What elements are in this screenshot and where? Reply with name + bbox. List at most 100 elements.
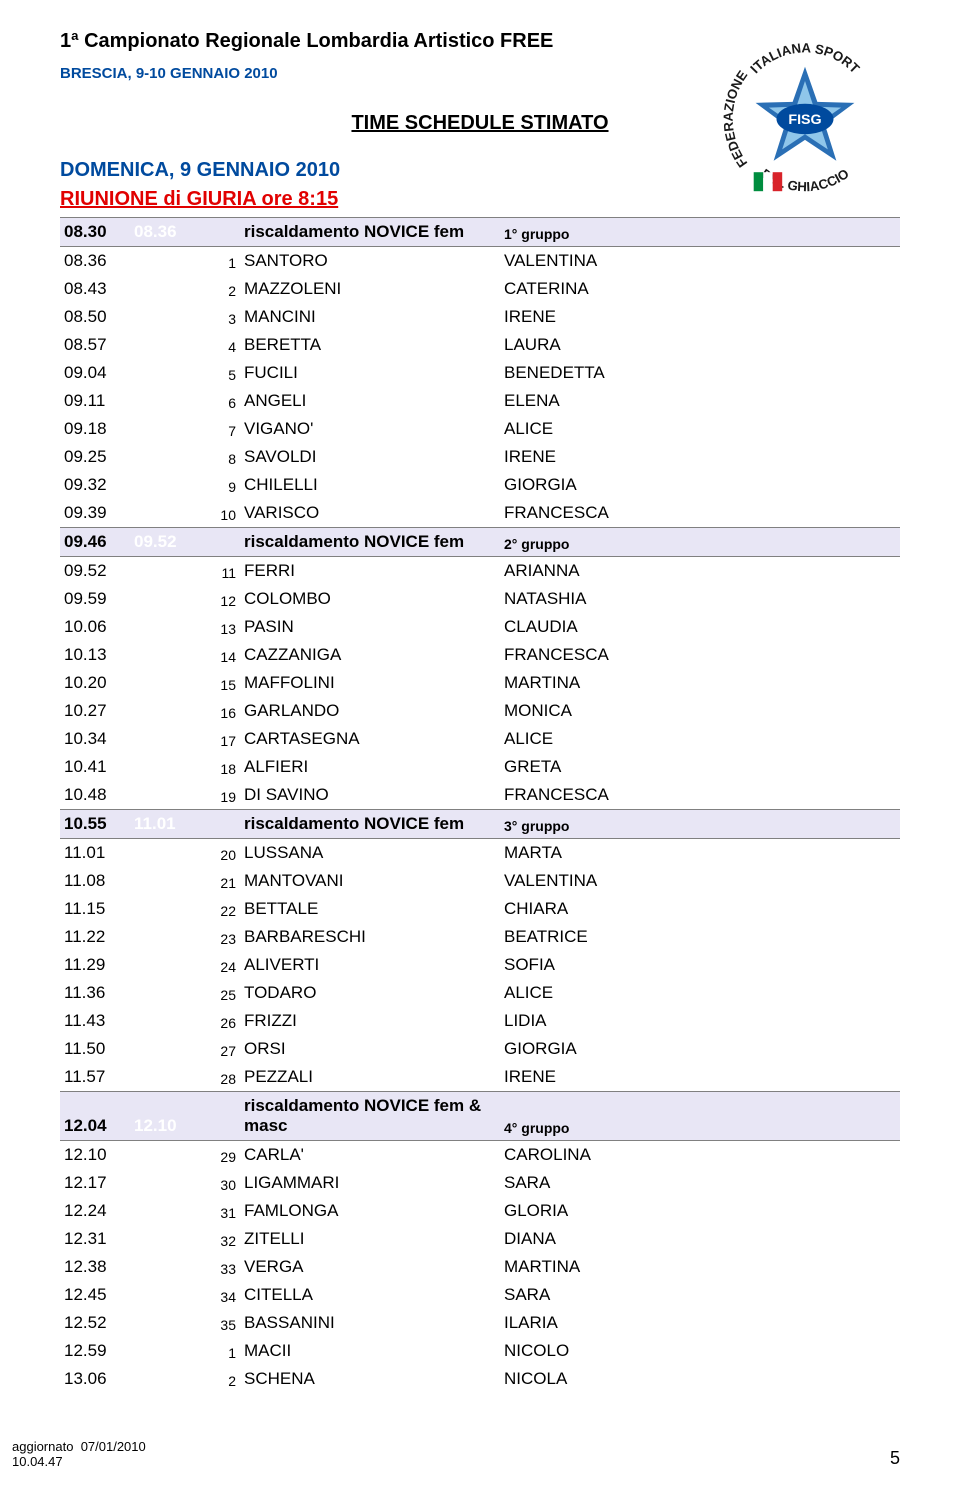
row-time: 09.32 [60,471,130,499]
row-surname: FUCILI [240,359,500,387]
row-number: 30 [200,1169,240,1197]
row-firstname: MARTA [500,839,900,868]
row-number: 35 [200,1309,240,1337]
group-start-time: 08.30 [60,218,130,247]
row-surname: FAMLONGA [240,1197,500,1225]
row-surname: MAFFOLINI [240,669,500,697]
row-firstname: SARA [500,1281,900,1309]
row-time: 13.06 [60,1365,130,1393]
row-surname: DI SAVINO [240,781,500,810]
row-surname: MACII [240,1337,500,1365]
row-time: 10.06 [60,613,130,641]
table-row: 12.45 34CITELLASARA [60,1281,900,1309]
row-time: 09.18 [60,415,130,443]
row-firstname: VALENTINA [500,247,900,276]
table-row: 10.3417CARTASEGNAALICE [60,725,900,753]
row-surname: CARLA' [240,1141,500,1170]
row-surname: CHILELLI [240,471,500,499]
row-number: 11 [200,557,240,586]
row-surname: CAZZANIGA [240,641,500,669]
group-number: 2° gruppo [500,528,900,557]
row-number: 14 [200,641,240,669]
row-firstname: NATASHIA [500,585,900,613]
table-row: 09.5912COLOMBONATASHIA [60,585,900,613]
row-surname: BERETTA [240,331,500,359]
table-row: 11.2924ALIVERTISOFIA [60,951,900,979]
group-label: riscaldamento NOVICE fem & masc [240,1092,500,1141]
row-firstname: GIORGIA [500,471,900,499]
row-surname: BETTALE [240,895,500,923]
table-row: 11.4326FRIZZILIDIA [60,1007,900,1035]
row-firstname: DIANA [500,1225,900,1253]
row-time: 12.45 [60,1281,130,1309]
table-row: 08.574BERETTALAURA [60,331,900,359]
svg-text:FISG: FISG [788,112,821,128]
row-number: 33 [200,1253,240,1281]
group-end-time: 08.36 [130,218,200,247]
row-surname: SANTORO [240,247,500,276]
table-row: 12.3132ZITELLIDIANA [60,1225,900,1253]
row-time: 12.24 [60,1197,130,1225]
row-surname: ALFIERI [240,753,500,781]
row-surname: TODARO [240,979,500,1007]
table-row: 12.1730LIGAMMARISARA [60,1169,900,1197]
row-surname: SCHENA [240,1365,500,1393]
table-row: 11.5027ORSIGIORGIA [60,1035,900,1063]
row-time: 09.39 [60,499,130,528]
table-row: 12.591MACIINICOLO [60,1337,900,1365]
row-time: 10.34 [60,725,130,753]
row-number: 21 [200,867,240,895]
row-surname: COLOMBO [240,585,500,613]
row-number: 34 [200,1281,240,1309]
row-time: 11.36 [60,979,130,1007]
group-end-time: 09.52 [130,528,200,557]
row-number: 26 [200,1007,240,1035]
row-time: 10.41 [60,753,130,781]
row-number: 24 [200,951,240,979]
row-surname: PEZZALI [240,1063,500,1092]
table-row: 09.32 9CHILELLIGIORGIA [60,471,900,499]
svg-text:FEDERAZIONE: FEDERAZIONE [721,68,751,171]
row-firstname: SOFIA [500,951,900,979]
table-row: 09.3910VARISCOFRANCESCA [60,499,900,528]
row-firstname: CHIARA [500,895,900,923]
row-firstname: IRENE [500,1063,900,1092]
table-row: 10.2716GARLANDOMONICA [60,697,900,725]
row-time: 11.01 [60,839,130,868]
table-row: 10.4118ALFIERIGRETA [60,753,900,781]
row-time: 10.13 [60,641,130,669]
row-time: 12.59 [60,1337,130,1365]
row-number: 4 [200,331,240,359]
row-surname: ANGELI [240,387,500,415]
group-header: 08.3008.36riscaldamento NOVICE fem1° gru… [60,218,900,247]
table-row: 12.3833VERGAMARTINA [60,1253,900,1281]
row-number: 9 [200,471,240,499]
row-time: 11.15 [60,895,130,923]
table-row: 13.062SCHENANICOLA [60,1365,900,1393]
group-header: 10.5511.01riscaldamento NOVICE fem3° gru… [60,810,900,839]
table-row: 09.187VIGANO'ALICE [60,415,900,443]
row-firstname: BENEDETTA [500,359,900,387]
row-number: 1 [200,247,240,276]
row-time: 08.43 [60,275,130,303]
group-number: 1° gruppo [500,218,900,247]
page-number: 5 [890,1448,900,1469]
row-surname: MAZZOLENI [240,275,500,303]
table-row: 11.1522BETTALECHIARA [60,895,900,923]
row-surname: CITELLA [240,1281,500,1309]
row-firstname: MARTINA [500,1253,900,1281]
row-number: 16 [200,697,240,725]
page: 1ª Campionato Regionale Lombardia Artist… [0,0,960,1413]
row-time: 11.57 [60,1063,130,1092]
row-number: 23 [200,923,240,951]
row-time: 11.43 [60,1007,130,1035]
row-time: 10.48 [60,781,130,810]
table-row: 10.13 14CAZZANIGAFRANCESCA [60,641,900,669]
group-number: 4° gruppo [500,1092,900,1141]
row-firstname: CLAUDIA [500,613,900,641]
row-time: 12.17 [60,1169,130,1197]
row-firstname: ALICE [500,415,900,443]
row-firstname: GIORGIA [500,1035,900,1063]
group-start-time: 12.04 [60,1092,130,1141]
row-firstname: FRANCESCA [500,641,900,669]
